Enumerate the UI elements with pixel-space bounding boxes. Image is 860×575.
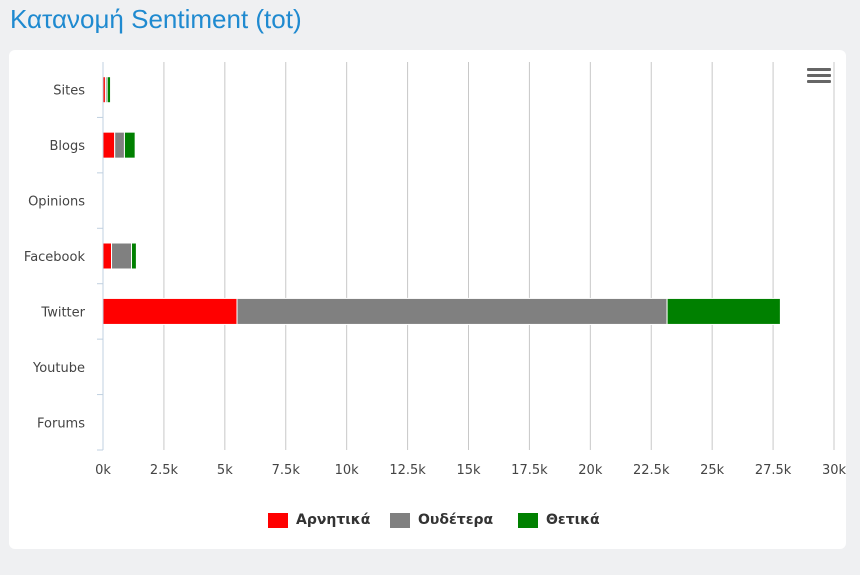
x-tick-label: 22.5k [633,463,670,478]
bar-segment[interactable] [131,242,137,270]
category-label: Sites [53,84,85,99]
bar-segment[interactable] [102,242,113,270]
legend: Αρνητικά Ουδέτερα Θετικά [0,512,860,534]
x-tick-label: 5k [217,463,233,478]
bar-segment[interactable] [123,131,136,159]
bar-segment[interactable] [102,131,116,159]
category-label: Blogs [49,139,85,154]
bar-segment[interactable] [106,76,112,104]
x-tick-label: 10k [335,463,360,478]
category-label: Opinions [28,195,85,210]
legend-label: Αρνητικά [296,512,371,528]
x-tick-label: 27.5k [755,463,792,478]
legend-label: Θετικά [546,512,600,528]
x-tick-label: 20k [578,463,603,478]
category-label: Youtube [32,361,85,376]
bar-segment[interactable] [102,297,238,325]
x-tick-label: 17.5k [511,463,548,478]
x-tick-label: 25k [700,463,725,478]
x-tick-label: 7.5k [272,463,301,478]
legend-label: Ουδέτερα [418,512,494,528]
legend-swatch [390,512,410,528]
category-label: Facebook [24,250,86,265]
category-label: Twitter [40,305,85,320]
x-tick-label: 30k [822,463,847,478]
x-tick-label: 2.5k [150,463,179,478]
bar-segment[interactable] [111,242,133,270]
legend-item[interactable]: Αρνητικά [268,512,370,528]
bar-segment[interactable] [114,131,125,159]
legend-item[interactable]: Θετικά [518,512,600,528]
legend-item[interactable]: Ουδέτερα [390,512,493,528]
x-tick-label: 15k [456,463,481,478]
x-tick-label: 0k [95,463,111,478]
category-label: Forums [37,416,85,431]
legend-swatch [268,512,288,528]
page-title: Κατανομή Sentiment (tot) [10,4,302,34]
x-tick-label: 12.5k [389,463,426,478]
hamburger-menu-icon[interactable] [807,68,831,88]
bar-segment[interactable] [236,297,668,325]
legend-swatch [518,512,538,528]
bar-segment[interactable] [666,297,781,325]
